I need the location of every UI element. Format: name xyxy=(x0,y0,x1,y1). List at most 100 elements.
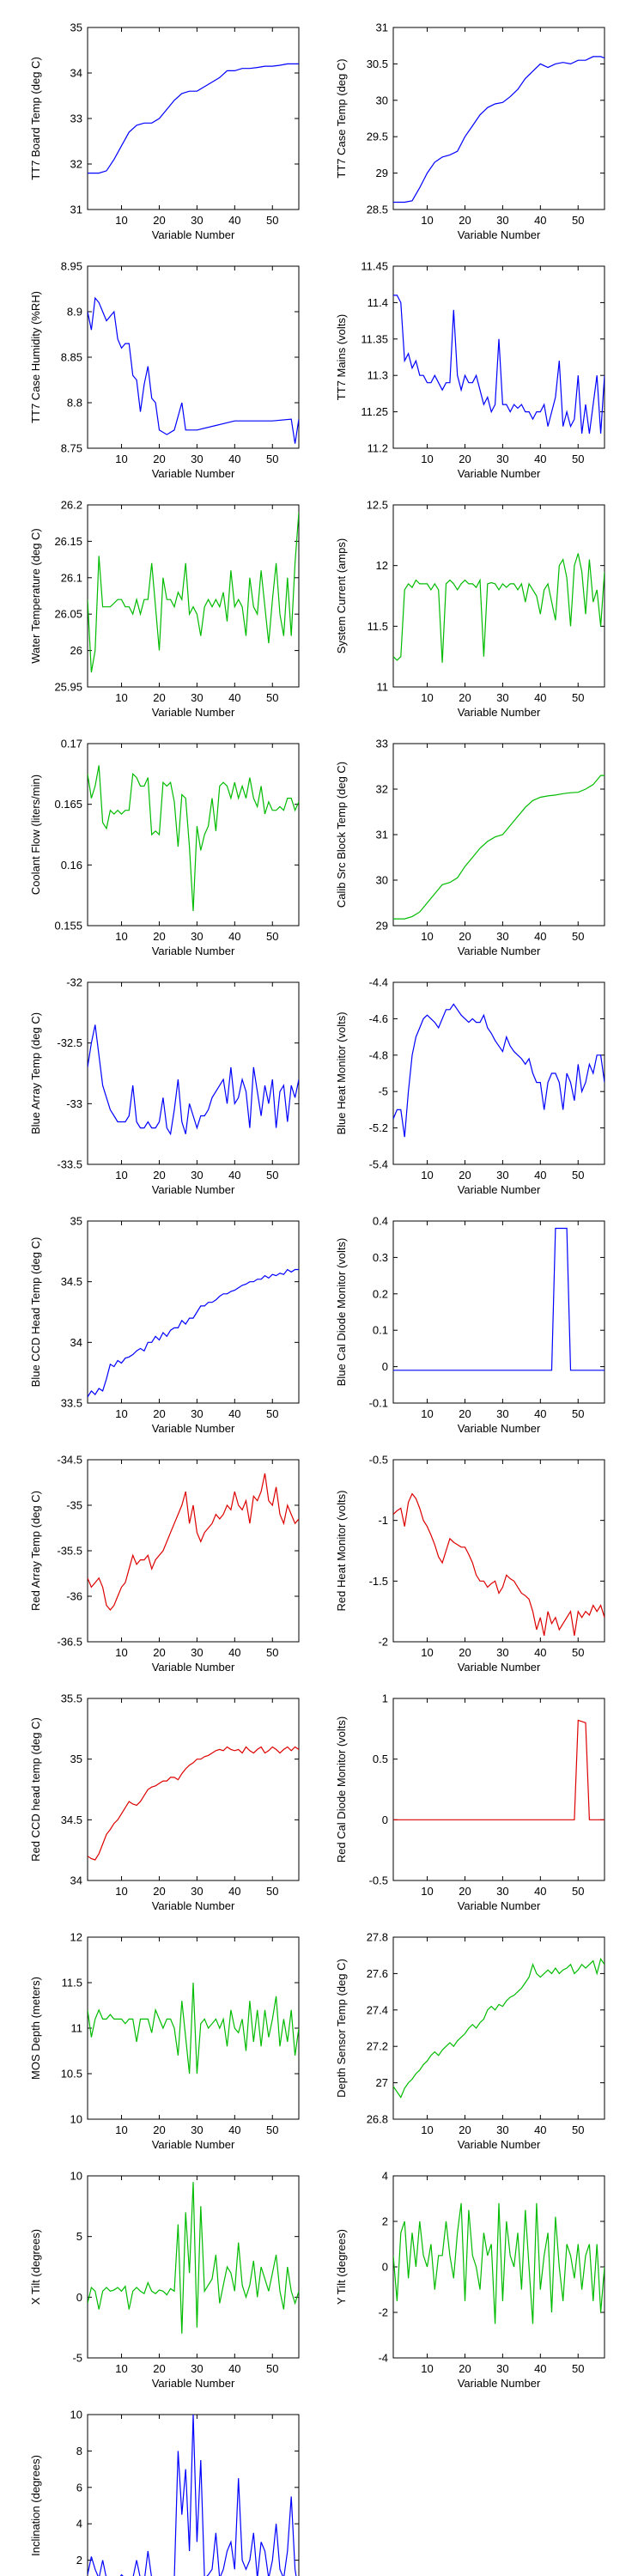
x-axis-label: Variable Number xyxy=(152,945,235,957)
y-tick-label: 26.8 xyxy=(367,2113,388,2126)
x-tick-label: 30 xyxy=(496,1646,508,1659)
y-tick-label: 8.75 xyxy=(61,442,82,455)
y-tick-label: -4 xyxy=(378,2352,388,2365)
y-tick-label: -4.8 xyxy=(369,1048,388,1061)
x-axis-label: Variable Number xyxy=(152,2138,235,2151)
x-tick-label: 50 xyxy=(266,214,278,227)
x-axis-label: Variable Number xyxy=(152,1422,235,1435)
x-tick-label: 10 xyxy=(115,1169,127,1182)
x-axis-label: Variable Number xyxy=(458,1183,541,1196)
x-axis-label: Variable Number xyxy=(152,228,235,241)
series-line-1 xyxy=(393,1227,605,1371)
x-tick-label: 20 xyxy=(459,930,471,943)
x-tick-label: 20 xyxy=(459,2362,471,2375)
y-tick-label: -5.4 xyxy=(369,1158,388,1171)
y-tick-label: -5 xyxy=(72,2352,82,2365)
y-tick-label: 8.85 xyxy=(61,351,82,364)
x-tick-label: 20 xyxy=(459,453,471,465)
series-line-1 xyxy=(393,56,605,204)
y-tick-label: 0 xyxy=(382,1360,388,1373)
x-axis-label: Variable Number xyxy=(458,1899,541,1912)
x-tick-label: 50 xyxy=(266,1169,278,1182)
y-tick-label: 12 xyxy=(70,1931,82,1944)
x-tick-label: 20 xyxy=(459,1169,471,1182)
plot-frame xyxy=(87,743,300,927)
plot-frame xyxy=(392,743,605,927)
y-tick-label: 27 xyxy=(376,2076,388,2089)
x-tick-label: 30 xyxy=(191,1407,203,1420)
y-axis-label: Red Heat Monitor (volts) xyxy=(335,1491,348,1612)
plot-frame xyxy=(392,265,605,449)
y-tick-label: 0 xyxy=(76,2291,82,2304)
y-tick-label: 10 xyxy=(70,2170,82,2183)
x-tick-label: 50 xyxy=(572,1407,584,1420)
x-tick-label: 40 xyxy=(534,1407,546,1420)
y-tick-label: 11.2 xyxy=(368,442,388,455)
chart-panel-5: 10 20 30 40 50 25.95 26 26.05 26.1 26.15 26.2 Varia… xyxy=(29,499,300,719)
x-tick-label: 50 xyxy=(266,1885,278,1898)
chart-panel-20: 10 20 30 40 50 -4 -2 0 2 4 Variable Number Y Tilt (… xyxy=(335,2170,605,2390)
series-line-1 xyxy=(88,63,299,174)
plot-frame xyxy=(392,27,605,210)
y-tick-label: 0 xyxy=(382,1814,388,1826)
y-tick-label: 0.165 xyxy=(54,798,82,811)
y-tick-label: 33.5 xyxy=(61,1397,82,1410)
y-tick-label: 29 xyxy=(376,920,388,933)
plot-frame xyxy=(392,981,605,1165)
plot-frame xyxy=(392,504,605,688)
y-axis-label: Depth Sensor Temp (deg C) xyxy=(335,1959,348,2098)
series-line-1 xyxy=(393,1003,605,1138)
x-tick-label: 30 xyxy=(496,2123,508,2136)
plot-frame xyxy=(87,27,300,210)
plot-frame xyxy=(87,504,300,688)
x-tick-label: 50 xyxy=(266,2123,278,2136)
x-tick-label: 40 xyxy=(228,453,240,465)
x-axis-label: Variable Number xyxy=(458,1661,541,1674)
y-tick-label: -0.5 xyxy=(369,1874,388,1887)
x-tick-label: 20 xyxy=(153,1169,165,1182)
series-line-1 xyxy=(393,553,605,663)
x-tick-label: 10 xyxy=(421,214,433,227)
x-tick-label: 40 xyxy=(534,2362,546,2375)
y-tick-label: 35.5 xyxy=(61,1692,82,1705)
x-tick-label: 30 xyxy=(496,930,508,943)
y-tick-label: 11.45 xyxy=(361,260,388,273)
y-axis-label: Calib Src Block Temp (deg C) xyxy=(335,762,348,908)
series-line-1 xyxy=(393,1957,605,2099)
y-tick-label: 35 xyxy=(70,21,82,34)
y-tick-label: 31 xyxy=(376,829,388,841)
y-tick-label: -32 xyxy=(66,976,82,989)
x-tick-label: 40 xyxy=(228,1885,240,1898)
y-tick-label: 0.5 xyxy=(373,1753,388,1765)
y-tick-label: -1 xyxy=(378,1514,388,1527)
y-axis-label: Red Cal Diode Monitor (volts) xyxy=(335,1716,348,1863)
y-tick-label: 8.95 xyxy=(61,260,82,273)
x-tick-label: 50 xyxy=(572,930,584,943)
y-tick-label: -33.5 xyxy=(57,1158,82,1171)
y-tick-label: 11 xyxy=(71,2022,83,2035)
x-tick-label: 20 xyxy=(153,2362,165,2375)
y-tick-label: 34 xyxy=(70,1874,82,1887)
y-tick-label: 0.2 xyxy=(373,1287,388,1300)
y-axis-label: Inclination (degrees) xyxy=(29,2455,42,2556)
x-tick-label: 50 xyxy=(572,1169,584,1182)
x-tick-label: 40 xyxy=(228,1646,240,1659)
plot-frame xyxy=(87,1698,300,1881)
chart-panel-2: 10 20 30 40 50 28.5 29 29.5 30 30.5 31 Variable Num… xyxy=(335,21,605,241)
series-line-1 xyxy=(393,1719,605,1820)
series-line-1 xyxy=(88,1268,299,1398)
y-tick-label: 0.3 xyxy=(373,1251,388,1264)
y-tick-label: 32 xyxy=(376,783,388,796)
x-tick-label: 10 xyxy=(115,1407,127,1420)
y-tick-label: 11 xyxy=(377,681,389,694)
y-axis-label: Coolant Flow (liters/min) xyxy=(29,775,42,895)
x-axis-label: Variable Number xyxy=(458,2377,541,2390)
y-axis-label: X Tilt (degrees) xyxy=(29,2229,42,2305)
series-line-1 xyxy=(88,296,299,444)
plot-frame xyxy=(87,981,300,1165)
y-tick-label: 35 xyxy=(70,1753,82,1765)
x-tick-label: 10 xyxy=(115,1885,127,1898)
x-tick-label: 30 xyxy=(191,1885,203,1898)
x-tick-label: 20 xyxy=(153,1646,165,1659)
y-tick-label: 12.5 xyxy=(367,499,388,512)
